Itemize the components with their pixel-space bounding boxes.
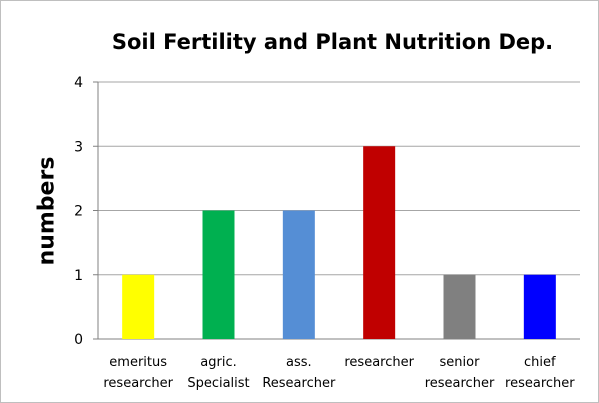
x-tick-label: agric. Specialist (187, 355, 249, 391)
x-tick-label: ass. Researcher (262, 355, 336, 391)
bar (363, 146, 396, 339)
y-tick-label: 2 (74, 204, 83, 220)
x-tick-label: chief researcher (505, 355, 575, 391)
x-tick-label: emeritus researcher (103, 355, 173, 391)
y-tick-label: 0 (74, 332, 83, 348)
y-tick-label: 1 (74, 268, 83, 284)
y-tick-label: 3 (74, 139, 83, 155)
chart-title: Soil Fertility and Plant Nutrition Dep. (111, 30, 554, 54)
bar (282, 210, 315, 339)
x-tick-label: researcher (344, 355, 414, 370)
bar (443, 274, 476, 339)
y-tick-label: 4 (74, 75, 83, 91)
bar (523, 274, 556, 339)
bar (122, 274, 155, 339)
x-tick-label: senior researcher (425, 355, 495, 391)
bar (202, 210, 235, 339)
